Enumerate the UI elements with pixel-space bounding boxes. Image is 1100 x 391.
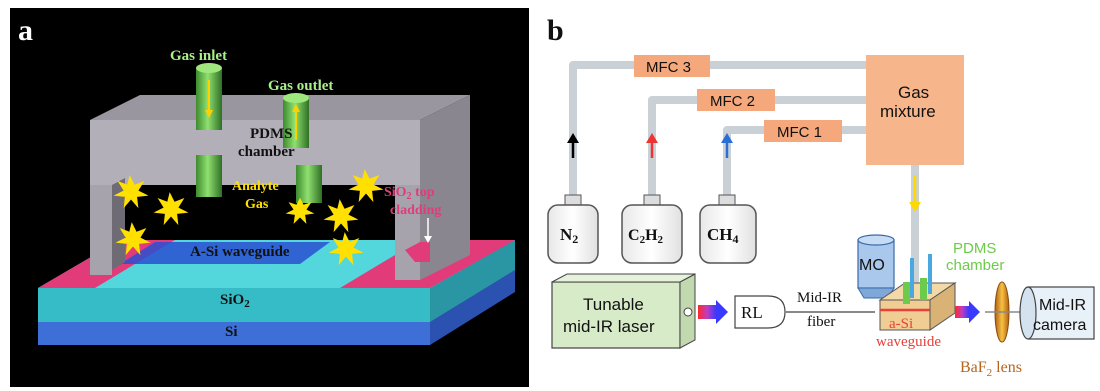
tank-ch4: CH4 bbox=[699, 194, 757, 264]
gas-mixture-label-2: mixture bbox=[880, 102, 936, 121]
c2h2-label: C2H2 bbox=[628, 227, 664, 246]
gas-inlet-label: Gas inlet bbox=[170, 48, 227, 64]
inlet-pipe-top bbox=[196, 63, 222, 73]
laser: Tunable mid-IR laser bbox=[551, 273, 696, 349]
inlet-arrowhead bbox=[205, 110, 213, 118]
pdms-label-1: PDMS bbox=[250, 126, 293, 142]
pdms-chamber-label-1: PDMS bbox=[953, 240, 996, 257]
gas-mixture-label-1: Gas bbox=[898, 83, 929, 102]
sio2-label: SiO2 bbox=[220, 292, 250, 310]
si-layer-side bbox=[430, 270, 515, 345]
microscope-objective: MO bbox=[857, 234, 895, 299]
pdms-chamber bbox=[90, 95, 470, 280]
n2-label: N2 bbox=[560, 225, 578, 246]
mfc3-box bbox=[634, 55, 710, 77]
analyte-label-1: Analyte bbox=[232, 179, 279, 194]
camera: Mid-IR camera bbox=[1019, 286, 1095, 340]
laser-label-2: mid-IR laser bbox=[563, 317, 655, 336]
fiber-label-1: Mid-IR bbox=[797, 290, 842, 306]
mixture-arrowhead bbox=[909, 202, 921, 212]
rl-label: RL bbox=[741, 303, 763, 322]
ch4-arrowhead bbox=[721, 133, 733, 143]
panel-b-letter: b bbox=[547, 14, 564, 47]
tank-n2: N2 bbox=[547, 194, 599, 264]
beam-laser-head bbox=[716, 300, 728, 324]
mfc1-label: MFC 1 bbox=[777, 124, 822, 141]
si-label: Si bbox=[225, 324, 238, 340]
pdms-chamber-label-2: chamber bbox=[946, 257, 1004, 274]
chamber-inner-left bbox=[112, 178, 125, 270]
panel-a: a bbox=[10, 8, 529, 387]
beam-laser bbox=[698, 305, 716, 319]
mo-label: MO bbox=[859, 257, 885, 274]
waveguide-strip bbox=[120, 242, 330, 264]
chamber-back-wall bbox=[90, 95, 470, 120]
analyte-stars bbox=[113, 169, 384, 266]
chamber-left-leg bbox=[90, 185, 112, 275]
gas-outlet-label: Gas outlet bbox=[268, 78, 333, 94]
mfc3-label: MFC 3 bbox=[646, 59, 691, 76]
outlet-arrowhead bbox=[292, 104, 300, 112]
lens-label: BaF2 lens bbox=[960, 359, 1022, 379]
star-icon bbox=[153, 192, 189, 226]
asi-label-1: a-Si bbox=[889, 316, 913, 332]
star-icon bbox=[323, 199, 359, 233]
sio2-top-label-2: cladding bbox=[390, 203, 441, 218]
mfc1-box bbox=[764, 120, 842, 142]
waveguide-chip bbox=[878, 254, 957, 331]
gas-pipes bbox=[196, 63, 322, 203]
beam-chip bbox=[955, 306, 969, 318]
waveguide-label: A-Si waveguide bbox=[190, 244, 290, 260]
mfc2-label: MFC 2 bbox=[710, 93, 755, 110]
outlet-pipe-lower bbox=[296, 165, 322, 203]
panel-b: b MFC 3 MFC 2 MFC 1 Gas mixture bbox=[547, 14, 1095, 379]
camera-label-1: Mid-IR bbox=[1039, 297, 1086, 314]
camera-label-2: camera bbox=[1033, 317, 1086, 334]
panel-a-letter: a bbox=[18, 14, 33, 47]
outlet-pipe-top bbox=[283, 93, 309, 103]
pdms-label-2: chamber bbox=[238, 144, 295, 160]
c2h2-arrowhead bbox=[646, 133, 658, 143]
beam-chip-head bbox=[969, 301, 980, 323]
laser-label-1: Tunable bbox=[583, 295, 644, 314]
cladding-block bbox=[405, 242, 430, 262]
sio2-top-label: SiO2 top bbox=[384, 185, 435, 202]
sio2-layer-side bbox=[430, 240, 515, 322]
star-icon bbox=[348, 169, 384, 203]
inlet-pipe-lower bbox=[196, 155, 222, 197]
n2-arrowhead bbox=[567, 133, 579, 143]
star-icon bbox=[285, 197, 315, 224]
gas-mixture-box bbox=[866, 55, 964, 165]
chamber-top bbox=[90, 120, 420, 185]
star-icon bbox=[113, 175, 149, 209]
fiber-label-2: fiber bbox=[807, 314, 835, 330]
asi-label-2: waveguide bbox=[876, 334, 941, 350]
star-icon bbox=[115, 222, 151, 256]
si-layer-front bbox=[38, 322, 430, 345]
mfc2-box bbox=[697, 89, 775, 111]
sio2-layer-front bbox=[38, 288, 430, 322]
cladding-pointer-head bbox=[424, 236, 432, 243]
ch4-label: CH4 bbox=[707, 225, 739, 246]
star-icon bbox=[328, 232, 364, 266]
analyte-label-2: Gas bbox=[245, 197, 269, 212]
line-c2h2 bbox=[648, 96, 890, 195]
tank-c2h2: C2H2 bbox=[621, 194, 683, 264]
chamber-right-side bbox=[420, 95, 470, 280]
